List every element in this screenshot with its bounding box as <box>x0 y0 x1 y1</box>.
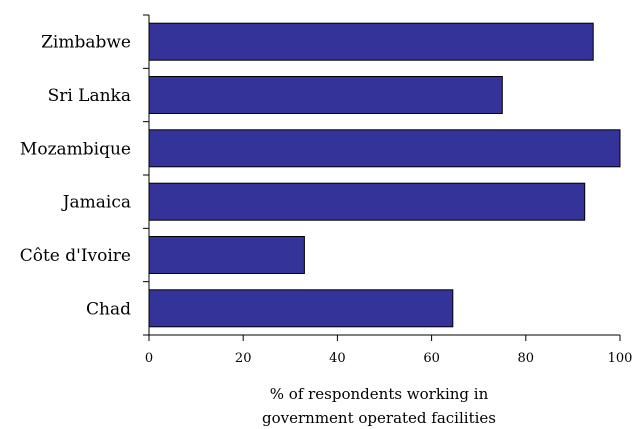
category-labels: Zimbabwe Sri Lanka Mozambique Jamaica Côte d… <box>20 33 131 320</box>
x-tick-label: 80 <box>518 351 535 366</box>
x-tick-label: 40 <box>329 351 346 366</box>
bar-chad <box>148 289 454 328</box>
x-tick-label: 20 <box>235 351 252 366</box>
bar-jamaica <box>148 182 586 221</box>
x-axis-title-line-2: government operated facilities <box>262 409 496 427</box>
x-tick-labels: 0 20 40 60 80 100 <box>145 351 633 366</box>
category-label: Zimbabwe <box>41 33 131 53</box>
bar-sri-lanka <box>148 76 503 114</box>
y-axis-ticks <box>143 14 149 336</box>
x-axis-title-line-1: % of respondents working in <box>270 385 489 403</box>
bar-zimbabwe <box>148 22 594 61</box>
category-label: Jamaica <box>61 193 131 213</box>
bar-c-te-d-ivoire <box>148 236 305 274</box>
x-tick-label: 100 <box>608 351 633 366</box>
category-label: Côte d'Ivoire <box>20 246 131 266</box>
bar-mozambique <box>148 129 621 168</box>
category-label: Chad <box>86 299 131 319</box>
category-label: Sri Lanka <box>48 86 131 106</box>
category-label: Mozambique <box>20 139 131 159</box>
x-tick-label: 60 <box>423 351 440 366</box>
x-tick-label: 0 <box>145 351 153 366</box>
x-axis-ticks <box>148 335 621 341</box>
bars-group <box>148 22 621 328</box>
